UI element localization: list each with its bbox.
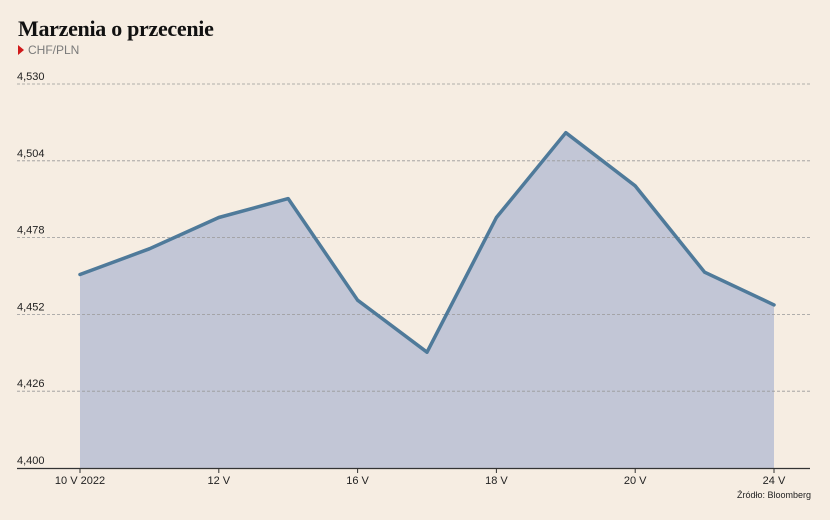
x-tick-label: 12 V [207, 475, 230, 487]
data-point [425, 350, 429, 354]
y-tick-label: 4,452 [17, 301, 45, 313]
data-point [564, 131, 568, 135]
triangle-marker-icon [18, 45, 24, 55]
y-tick-label: 4,426 [17, 378, 45, 390]
x-tick-label: 16 V [346, 475, 369, 487]
y-tick-label: 4,504 [17, 148, 45, 160]
data-point [78, 273, 82, 276]
data-point [147, 247, 151, 251]
data-point [772, 303, 776, 307]
chart-subtitle: CHF/PLN [18, 43, 79, 57]
data-point [494, 216, 498, 219]
series-area [80, 132, 774, 468]
data-point [286, 197, 290, 201]
chart-title: Marzenia o przecenie [18, 16, 214, 41]
subtitle-label: CHF/PLN [28, 43, 80, 57]
source-note: Źródło: Bloomberg [736, 490, 811, 500]
x-tick-label: 18 V [485, 475, 508, 487]
data-point [217, 216, 221, 219]
data-point [703, 270, 707, 274]
y-tick-label: 4,478 [17, 225, 45, 237]
data-point [356, 298, 360, 302]
data-point [633, 184, 637, 188]
x-tick-label: 20 V [624, 475, 647, 487]
y-tick-label: 4,530 [17, 71, 45, 83]
y-tick-label: 4,400 [17, 455, 45, 467]
x-tick-label: 10 V 2022 [55, 475, 105, 487]
x-tick-label: 24 V [763, 475, 786, 487]
